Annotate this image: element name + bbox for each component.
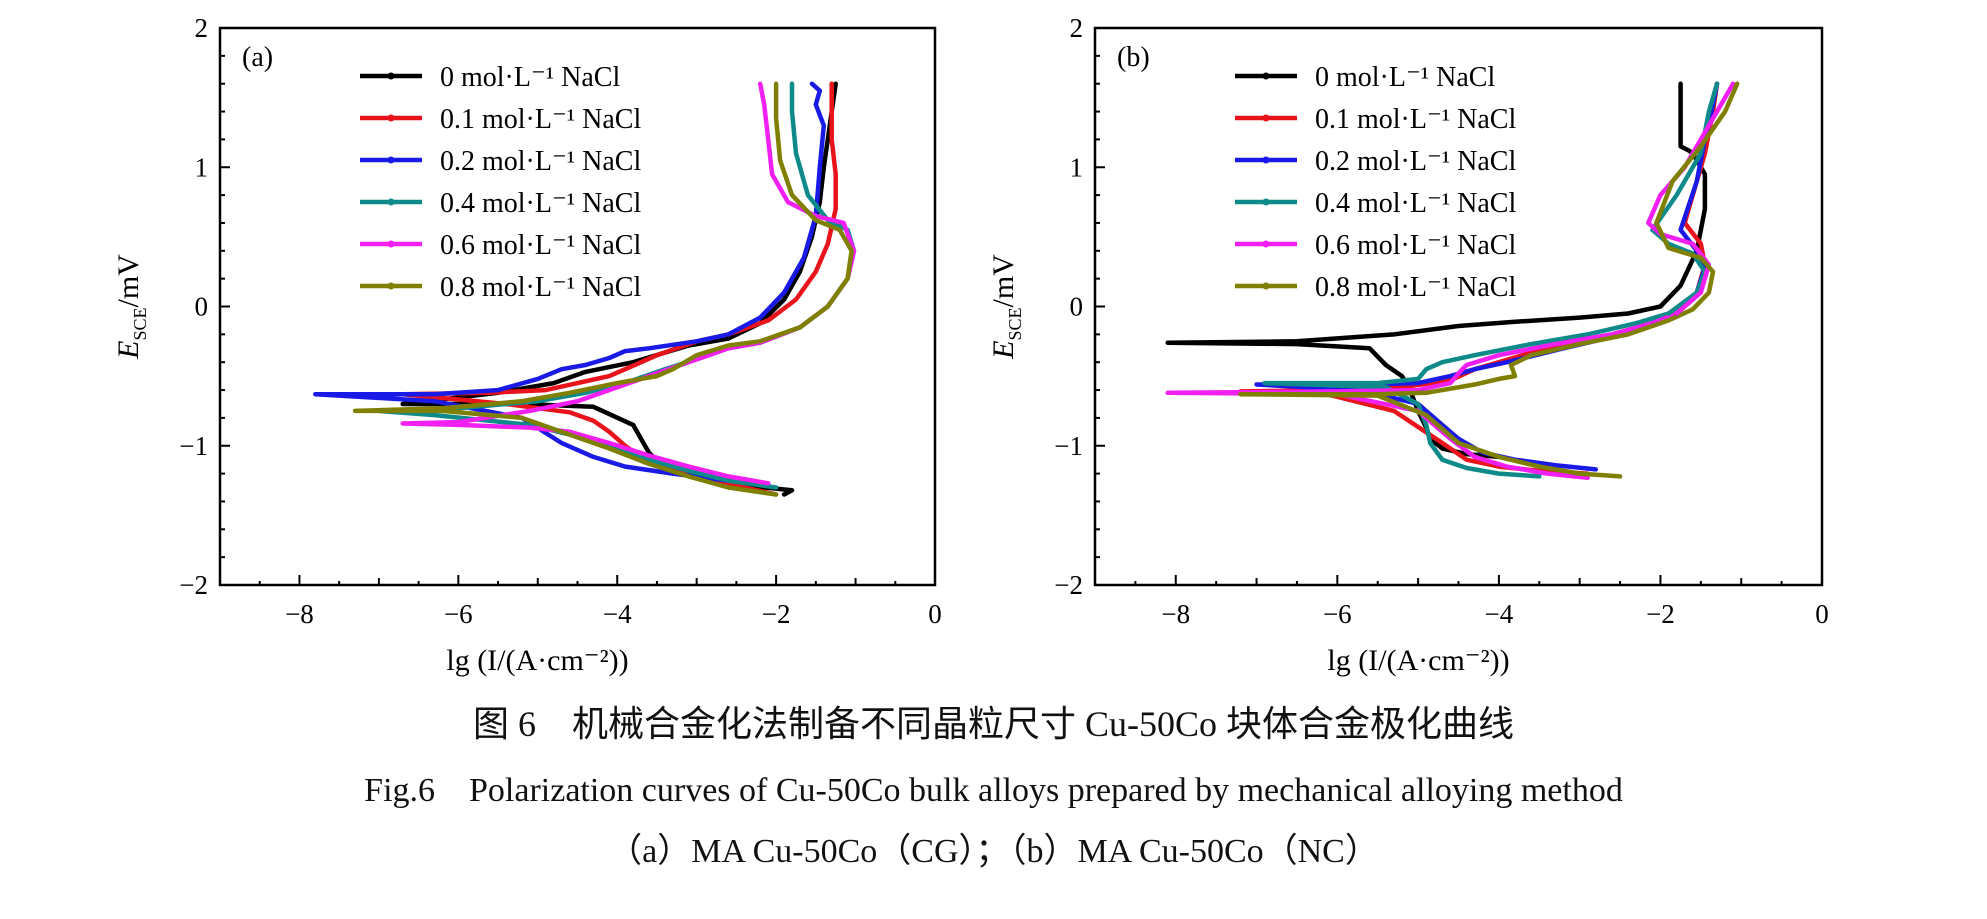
legend-marker bbox=[387, 72, 395, 80]
legend-label: 0.1 mol·L⁻¹ NaCl bbox=[440, 104, 641, 135]
panel-a: −8 −6 −4 −2 0 −2 −1 0 1 2 lg (I/(A·cm⁻²)) ESCE/mV (a… bbox=[112, 13, 942, 677]
y-tick-label: 1 bbox=[195, 152, 209, 182]
legend-label: 0.2 mol·L⁻¹ NaCl bbox=[440, 146, 641, 177]
caption-subpanels: （a）MA Cu-50Co（CG）；（b）MA Cu-50Co（NC） bbox=[608, 833, 1379, 870]
series-line-anodic bbox=[1646, 81, 1736, 316]
series-line bbox=[313, 332, 771, 487]
x-tick-label: −2 bbox=[762, 599, 791, 629]
legend-label: 0 mol·L⁻¹ NaCl bbox=[440, 62, 620, 93]
x-tick-label: −2 bbox=[1646, 599, 1675, 629]
caption-english: Fig.6 Polarization curves of Cu-50Co bul… bbox=[364, 772, 1623, 809]
panel-b: −8 −6 −4 −2 0 −2 −1 0 1 2 lg (I/(A·cm⁻²)) ESCE/mV (b… bbox=[987, 13, 1829, 677]
y-tick-label: 0 bbox=[195, 292, 209, 322]
y-tick-label: 1 bbox=[1070, 152, 1084, 182]
legend-marker bbox=[387, 156, 395, 164]
legend-marker bbox=[1262, 282, 1270, 290]
legend-label: 0.4 mol·L⁻¹ NaCl bbox=[1315, 188, 1516, 219]
y-tick-label: 2 bbox=[1070, 13, 1084, 43]
y-tick-label: −2 bbox=[179, 570, 208, 600]
legend-marker bbox=[387, 282, 395, 290]
legend-label: 0.6 mol·L⁻¹ NaCl bbox=[440, 230, 641, 261]
y-axis-label: ESCE/mV bbox=[987, 254, 1025, 360]
y-axis-label: ESCE/mV bbox=[112, 254, 150, 360]
y-tick-label: −2 bbox=[1054, 570, 1083, 600]
x-axis-label: lg (I/(A·cm⁻²)) bbox=[1327, 644, 1509, 677]
y-tick-label: −1 bbox=[179, 431, 208, 461]
legend-marker bbox=[1262, 198, 1270, 206]
legend-label: 0.4 mol·L⁻¹ NaCl bbox=[440, 188, 641, 219]
legend-label: 0 mol·L⁻¹ NaCl bbox=[1315, 62, 1495, 93]
legend-label: 0.8 mol·L⁻¹ NaCl bbox=[1315, 272, 1516, 303]
legend-marker bbox=[1262, 240, 1270, 248]
legend-marker bbox=[387, 240, 395, 248]
caption-chinese: 图 6 机械合金化法制备不同晶粒尺寸 Cu-50Co 块体合金极化曲线 bbox=[472, 704, 1514, 744]
x-axis-label: lg (I/(A·cm⁻²)) bbox=[446, 644, 628, 677]
series-line bbox=[1165, 311, 1679, 481]
legend-label: 0.1 mol·L⁻¹ NaCl bbox=[1315, 104, 1516, 135]
y-tick-label: −1 bbox=[1054, 431, 1083, 461]
series-line-anodic bbox=[1654, 81, 1740, 312]
panel-label: (a) bbox=[242, 42, 273, 73]
x-tick-label: −4 bbox=[1485, 599, 1514, 629]
series-line-anodic bbox=[726, 81, 827, 337]
x-tick-label: −6 bbox=[1323, 599, 1352, 629]
figure: −8 −6 −4 −2 0 −2 −1 0 1 2 lg (I/(A·cm⁻²)) ESCE/mV (a… bbox=[112, 13, 1829, 677]
legend-marker bbox=[1262, 156, 1270, 164]
series-line bbox=[352, 339, 779, 497]
y-tick-label: 2 bbox=[195, 13, 209, 43]
series-line bbox=[1262, 311, 1671, 479]
panel-label: (b) bbox=[1117, 42, 1150, 73]
legend-marker bbox=[387, 114, 395, 122]
x-tick-label: −8 bbox=[285, 599, 314, 629]
x-tick-label: −6 bbox=[444, 599, 473, 629]
series-line bbox=[1238, 307, 1696, 479]
x-tick-label: −8 bbox=[1161, 599, 1190, 629]
series-line-anodic bbox=[757, 81, 854, 344]
legend-marker bbox=[1262, 72, 1270, 80]
y-tick-label: 0 bbox=[1070, 292, 1084, 322]
series-line-anodic bbox=[726, 81, 838, 337]
x-tick-label: 0 bbox=[928, 599, 942, 629]
x-tick-label: −4 bbox=[603, 599, 632, 629]
legend-label: 0.6 mol·L⁻¹ NaCl bbox=[1315, 230, 1516, 261]
x-tick-label: 0 bbox=[1815, 599, 1829, 629]
legend-label: 0.2 mol·L⁻¹ NaCl bbox=[1315, 146, 1516, 177]
legend-label: 0.8 mol·L⁻¹ NaCl bbox=[440, 272, 641, 303]
series-line-anodic bbox=[1658, 81, 1708, 309]
legend-marker bbox=[387, 198, 395, 206]
legend-marker bbox=[1262, 114, 1270, 122]
